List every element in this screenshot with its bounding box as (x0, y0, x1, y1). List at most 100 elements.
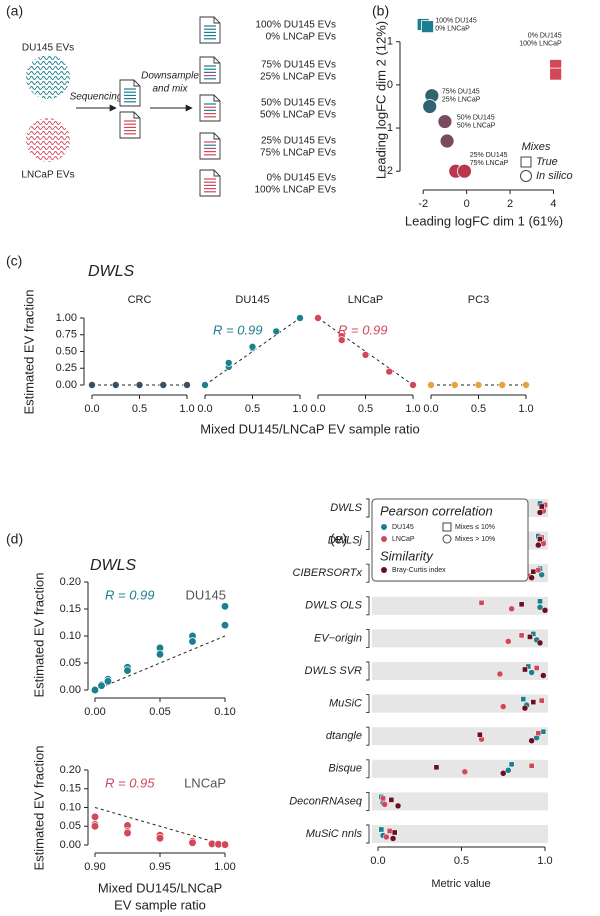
mix-label: 0% LNCaP EVs (266, 32, 336, 43)
mix-label: 100% DU145 EVs (255, 20, 336, 31)
x-tick-label: 2 (507, 198, 513, 210)
y-axis-label: Estimated EV fraction (31, 746, 46, 871)
y-tick-label: 0.20 (60, 576, 81, 588)
x-tick-label: 0.5 (245, 403, 260, 415)
point (522, 666, 528, 673)
x-tick-label: 0.0 (310, 403, 325, 415)
legend-symbol (381, 536, 387, 542)
mix-label: 75% LNCaP EVs (260, 148, 336, 159)
row-label: DWLS SVR (305, 665, 363, 677)
document-fold (213, 17, 220, 24)
document-icon (199, 169, 221, 197)
document-icon (199, 132, 221, 160)
point (155, 834, 165, 843)
x-tick-label: 1.00 (214, 861, 235, 873)
series-label: DU145 (186, 587, 226, 602)
point-label: 75% LNCaP (470, 160, 509, 167)
point (478, 599, 485, 606)
x-tick-label: 0.5 (454, 855, 469, 867)
x-tick-label: 0.05 (149, 706, 170, 718)
point (520, 696, 527, 702)
y-tick-label: 0 (387, 79, 393, 91)
point (518, 632, 525, 639)
point (220, 840, 230, 849)
panel-label: (e) (330, 531, 347, 547)
point (537, 598, 543, 605)
point (188, 838, 197, 847)
row-label: MuSiC nnls (306, 828, 363, 840)
point (90, 812, 100, 822)
step-label: Sequencing (70, 92, 123, 103)
point (525, 663, 532, 670)
mix-label: 0% DU145 EVs (267, 173, 336, 184)
point (272, 327, 281, 336)
point (220, 621, 230, 630)
point (535, 730, 542, 737)
point (521, 704, 529, 712)
point (378, 826, 385, 833)
point (500, 703, 507, 710)
legend-label: True (536, 156, 558, 168)
chart-title: DWLS (88, 263, 135, 280)
point (538, 697, 545, 704)
x-axis-label: Leading logFC dim 1 (61%) (405, 213, 563, 228)
point (437, 114, 453, 129)
legend-symbol (381, 567, 387, 573)
point-label: 100% DU145 (435, 17, 477, 24)
row-band (372, 759, 548, 778)
document-icon (119, 111, 141, 139)
point (522, 381, 530, 389)
point (450, 381, 459, 389)
annotation: R = 0.99 (105, 587, 155, 602)
x-tick-label: 1.0 (292, 403, 307, 415)
ev-blob (26, 55, 70, 99)
point (433, 764, 440, 771)
step-label: and mix (152, 84, 188, 95)
point (111, 381, 120, 389)
point (183, 381, 191, 389)
facet-title: LNCaP (348, 294, 383, 306)
point (530, 699, 537, 705)
y-tick-label: 0.20 (60, 764, 81, 776)
point (385, 367, 394, 376)
point (201, 381, 209, 389)
legend-symbol (442, 534, 452, 544)
series-label: LNCaP (184, 775, 226, 790)
y-tick-label: 0.05 (60, 820, 81, 832)
mix-label: 50% DU145 EVs (261, 98, 336, 109)
point (224, 359, 233, 367)
point (337, 336, 346, 344)
row-band (372, 629, 548, 648)
point (409, 381, 417, 389)
legend-title: Similarity (380, 548, 434, 563)
row-bracket (366, 628, 370, 648)
y-tick-label: 0.00 (60, 684, 81, 696)
mix-label: 100% LNCaP EVs (254, 185, 336, 196)
point (394, 802, 402, 810)
legend-label: Mixes > 10% (455, 536, 495, 543)
row-label: DWLS OLS (305, 600, 363, 612)
row-label: DeconRNAseq (289, 795, 363, 807)
x-tick-label: 0.0 (84, 403, 99, 415)
row-bracket (366, 596, 370, 616)
point-label: 100% LNCaP (519, 40, 562, 47)
point (528, 669, 535, 676)
point (386, 828, 393, 834)
point (541, 607, 549, 614)
panel-label: (d) (6, 531, 23, 547)
x-tick-label: 0.0 (423, 403, 438, 415)
point (90, 685, 100, 695)
facet-title: CRC (128, 294, 152, 306)
point (527, 634, 533, 640)
y-axis-label: Estimated EV fraction (21, 290, 36, 415)
document-fold (213, 170, 220, 177)
point (90, 822, 100, 831)
point (535, 567, 542, 574)
x-tick-label: 0.00 (84, 706, 105, 718)
point (528, 762, 535, 769)
annotation: R = 0.99 (213, 322, 263, 337)
row-bracket (366, 498, 370, 518)
point (427, 381, 435, 389)
